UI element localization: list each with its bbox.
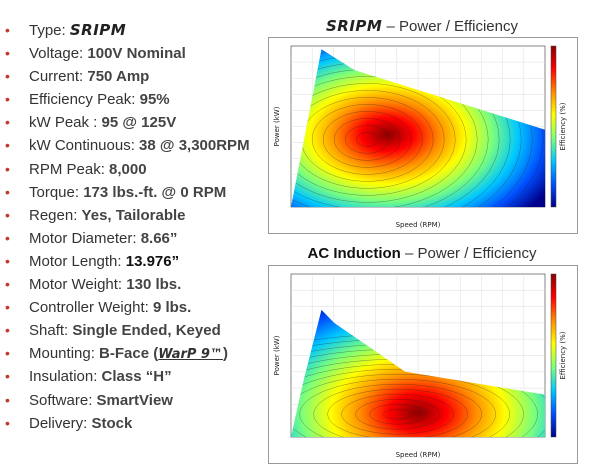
spec-label: Insulation:: [29, 368, 102, 386]
ac-induction-efficiency-chart: Speed (RPM) Power (kW) Efficiency (%): [268, 265, 578, 464]
spec-value: SRIPM: [69, 21, 127, 39]
spec-label: kW Continuous:: [29, 137, 140, 155]
spec-label: Type:: [29, 22, 70, 39]
spec-item: • kW Peak : 95 @ 125V: [0, 111, 250, 134]
x-axis-label: Speed (RPM): [396, 451, 441, 459]
spec-value: 13.976”: [125, 252, 180, 270]
spec-item: • Controller Weight: 9 lbs.: [0, 296, 250, 319]
spec-item: • Voltage: 100V Nominal: [0, 42, 250, 65]
bullet-icon: •: [5, 160, 10, 177]
spec-item: • Delivery: Stock: [0, 412, 250, 435]
spec-label: Motor Diameter:: [29, 229, 141, 247]
bullet-icon: •: [5, 137, 10, 154]
spec-label: Efficiency Peak:: [29, 91, 140, 109]
spec-item: • Software: SmartView: [0, 389, 250, 412]
ac-induction-efficiency-plot: Speed (RPM) Power (kW) Efficiency (%): [273, 273, 567, 459]
spec-label: Motor Weight:: [29, 276, 127, 294]
spec-item: • kW Continuous: 38 @ 3,300RPM: [0, 134, 250, 157]
bullet-icon: •: [5, 414, 10, 431]
sripm-efficiency-plot: Speed (RPM) Power (kW) Efficiency (%): [273, 45, 567, 229]
colorbar-label: Efficiency (%): [559, 102, 567, 150]
bullet-icon: •: [5, 345, 10, 362]
bullet-icon: •: [5, 183, 10, 200]
spec-value: B-Face (: [99, 345, 159, 363]
chart1-title-brand: SRIPM: [326, 17, 383, 35]
spec-item: • Efficiency Peak: 95%: [0, 88, 250, 111]
bullet-icon: •: [5, 45, 10, 62]
spec-suffix: ): [222, 345, 228, 363]
spec-value: 173 lbs.-ft. @ 0 RPM: [83, 183, 227, 201]
spec-label: RPM Peak:: [29, 160, 110, 178]
spec-item: • RPM Peak: 8,000: [0, 158, 250, 181]
chart1-title: SRIPM – Power / Efficiency: [268, 17, 576, 35]
spec-label: Shaft:: [29, 322, 73, 340]
spec-label: kW Peak :: [29, 114, 102, 132]
bullet-icon: •: [5, 22, 10, 38]
x-axis-label: Speed (RPM): [396, 221, 441, 229]
spec-label: Motor Length:: [29, 252, 126, 270]
sripm-efficiency-chart: Speed (RPM) Power (kW) Efficiency (%): [268, 37, 578, 234]
spec-value: 95 @ 125V: [101, 114, 177, 132]
chart2-title: AC Induction – Power / Efficiency: [268, 245, 576, 262]
bullet-icon: •: [5, 252, 10, 269]
spec-value: 95%: [139, 91, 170, 109]
colorbar: [550, 45, 557, 208]
spec-list: • Type: SRIPM • Voltage: 100V Nominal • Curre…: [0, 19, 250, 435]
spec-value: SmartView: [96, 391, 173, 409]
chart1-title-rest: – Power / Efficiency: [382, 18, 518, 35]
spec-item: • Insulation: Class “H”: [0, 365, 250, 388]
spec-item: • Torque: 173 lbs.-ft. @ 0 RPM: [0, 181, 250, 204]
bullet-icon: •: [5, 322, 10, 339]
spec-label: Delivery:: [29, 414, 92, 432]
spec-value: Stock: [91, 414, 133, 432]
spec-label: Software:: [29, 391, 97, 409]
bullet-icon: •: [5, 276, 10, 293]
spec-label: Torque:: [29, 183, 84, 201]
bullet-icon: •: [5, 299, 10, 316]
spec-value: Class “H”: [101, 368, 172, 386]
y-axis-label: Power (kW): [273, 106, 281, 146]
spec-value: 8,000: [109, 160, 147, 178]
spec-value: Yes, Tailorable: [81, 206, 186, 224]
spec-label: Current:: [29, 68, 88, 86]
bullet-icon: •: [5, 114, 10, 131]
spec-item: • Motor Length: 13.976”: [0, 250, 250, 273]
bullet-icon: •: [5, 229, 10, 246]
spec-label: Controller Weight:: [29, 299, 153, 317]
warp9-logo: WarP 9™: [158, 347, 223, 363]
y-axis-label: Power (kW): [273, 335, 281, 375]
spec-item: • Regen: Yes, Tailorable: [0, 204, 250, 227]
bullet-icon: •: [5, 391, 10, 408]
spec-item: • Current: 750 Amp: [0, 65, 250, 88]
spec-item: • Motor Weight: 130 lbs.: [0, 273, 250, 296]
spec-label: Mounting:: [29, 345, 100, 363]
bullet-icon: •: [5, 91, 10, 108]
spec-value: 8.66”: [140, 229, 178, 247]
colorbar-label: Efficiency (%): [559, 331, 567, 379]
spec-item: • Motor Diameter: 8.66”: [0, 227, 250, 250]
spec-value: 750 Amp: [87, 68, 150, 86]
chart2-title-strong: AC Induction: [307, 245, 401, 262]
spec-item: • Type: SRIPM: [0, 19, 250, 42]
bullet-icon: •: [5, 206, 10, 223]
spec-item: • Mounting: B-Face (WarP 9™): [0, 342, 250, 365]
chart2-title-rest: – Power / Efficiency: [400, 245, 537, 262]
bullet-icon: •: [5, 368, 10, 385]
spec-value: 130 lbs.: [126, 276, 182, 294]
spec-value: 100V Nominal: [87, 45, 186, 63]
spec-value: 9 lbs.: [152, 299, 192, 317]
colorbar: [550, 273, 557, 438]
spec-item: • Shaft: Single Ended, Keyed: [0, 319, 250, 342]
spec-value: Single Ended, Keyed: [72, 322, 221, 340]
spec-label: Voltage:: [29, 45, 88, 63]
spec-value: 38 @ 3,300RPM: [139, 137, 250, 155]
spec-label: Regen:: [29, 206, 82, 224]
bullet-icon: •: [5, 68, 10, 85]
